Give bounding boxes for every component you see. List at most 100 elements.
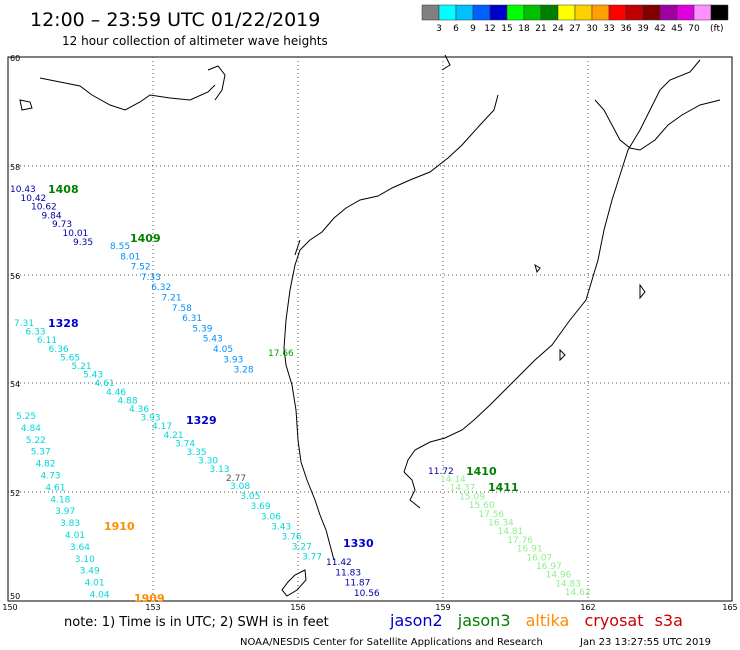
wave-height-label: 9.84 — [42, 211, 62, 221]
wave-height-label: 4.61 — [95, 379, 115, 389]
wave-height-label: 10.01 — [63, 229, 89, 239]
wave-height-label: 4.17 — [152, 422, 172, 432]
wave-height-label: 2.77 — [226, 474, 246, 484]
wave-height-label: 3.08 — [230, 482, 250, 492]
wave-height-label: 9.73 — [52, 220, 72, 230]
legend-swatch — [540, 4, 559, 21]
legend-label: 39 — [637, 24, 649, 34]
wave-height-label: 5.43 — [83, 371, 103, 381]
legend-label: 24 — [552, 24, 564, 34]
wave-height-label: 16.07 — [526, 553, 552, 563]
wave-height-label: 5.25 — [16, 412, 36, 422]
wave-height-label: 4.61 — [45, 483, 65, 493]
color-legend: 3 6 9 12 15 18 21 24 27 30 33 36 39 42 45 70 (ft) — [421, 4, 729, 34]
wave-height-label: 11.72 — [428, 467, 454, 477]
wave-height-label: 6.11 — [37, 336, 57, 346]
legend-unit: (ft) — [710, 24, 724, 34]
wave-height-label: 3.93 — [223, 355, 243, 365]
wave-height-label: 4.88 — [118, 396, 138, 406]
wave-height-label: 4.05 — [213, 345, 233, 355]
wave-height-label: 10.56 — [354, 589, 380, 599]
legend-swatch — [489, 4, 508, 21]
wave-height-label: 5.43 — [203, 335, 223, 345]
map-subtitle: 12 hour collection of altimeter wave hei… — [62, 34, 328, 48]
satellite-legend: jason2 jason3 altika cryosat s3a — [389, 611, 683, 630]
pass-number-label: 1328 — [48, 317, 79, 330]
wave-height-label: 4.36 — [129, 405, 149, 415]
wave-height-label: 8.55 — [110, 242, 130, 252]
legend-label: 9 — [470, 24, 476, 34]
wave-height-label: 4.82 — [36, 460, 56, 470]
lon-tick-label: 165 — [722, 603, 737, 612]
wave-height-label: 4.73 — [41, 472, 61, 482]
wave-height-label: 14.96 — [546, 571, 572, 581]
lat-tick-label: 52 — [10, 489, 20, 498]
map-frame — [7, 56, 733, 602]
wave-height-label: 4.21 — [164, 431, 184, 441]
wave-height-label: 14.14 — [440, 475, 466, 485]
legend-label: 3 — [436, 24, 442, 34]
wave-height-label: 10.43 — [10, 185, 36, 195]
wave-height-label: 3.64 — [70, 543, 90, 553]
legend-swatch — [591, 4, 610, 21]
legend-swatch — [472, 4, 491, 21]
wave-height-label: 11.42 — [326, 558, 352, 568]
pass-number-label: 1329 — [186, 414, 217, 427]
pass-number-label: 1330 — [343, 537, 374, 550]
legend-swatch — [438, 4, 457, 21]
wave-height-label: 17.56 — [478, 510, 504, 520]
coastline — [19, 54, 721, 597]
wave-height-label: 8.01 — [120, 252, 140, 262]
wave-height-label: 4.01 — [85, 579, 105, 589]
wave-height-label: 6.32 — [151, 283, 171, 293]
wave-height-label: 5.21 — [72, 362, 92, 372]
wave-height-label: 15.09 — [459, 492, 485, 502]
wave-height-label: 11.87 — [345, 579, 371, 589]
satellite-name: cryosat — [584, 611, 643, 630]
wave-height-label: 3.97 — [55, 507, 75, 517]
legend-label: 27 — [569, 24, 580, 34]
satellite-name: jason3 — [457, 611, 511, 630]
legend-label: 70 — [688, 24, 700, 34]
credit-text: NOAA/NESDIS Center for Satellite Applica… — [240, 637, 543, 648]
legend-swatch — [642, 4, 661, 21]
legend-swatch — [455, 4, 474, 21]
pass-number-label: 1909 — [134, 592, 165, 605]
wave-height-label: 3.93 — [141, 414, 161, 424]
wave-height-label: 7.58 — [172, 304, 192, 314]
legend-swatch — [625, 4, 644, 21]
wave-height-label: 7.33 — [141, 273, 161, 283]
lon-tick-label: 156 — [290, 603, 305, 612]
wave-height-label: 5.65 — [60, 353, 80, 363]
pass-number-label: 1910 — [104, 520, 135, 533]
legend-swatch — [557, 4, 576, 21]
wave-height-label: 3.76 — [282, 533, 302, 543]
legend-label: 45 — [671, 24, 682, 34]
wave-height-label: 3.06 — [261, 512, 281, 522]
legend-label: 36 — [620, 24, 632, 34]
wave-height-label: 11.83 — [335, 568, 361, 578]
legend-swatch — [506, 4, 525, 21]
wave-height-label: 5.39 — [192, 324, 212, 334]
wave-height-label: 4.84 — [21, 424, 41, 434]
wave-height-label: 3.69 — [251, 502, 271, 512]
wave-height-label: 16.97 — [536, 562, 562, 572]
wave-height-label: 3.74 — [175, 439, 195, 449]
longitude-axis: 150 153 156 159 162 165 — [2, 603, 737, 612]
wave-height-label: 16.91 — [517, 545, 543, 555]
wave-height-label: 5.22 — [26, 436, 46, 446]
wave-height-label: 3.28 — [234, 366, 254, 376]
wave-height-label: 3.05 — [240, 492, 260, 502]
satellite-name: jason2 — [389, 611, 443, 630]
legend-swatch — [574, 4, 593, 21]
legend-swatch — [693, 4, 712, 21]
wave-height-label: 17.76 — [507, 536, 533, 546]
wave-height-label: 6.36 — [49, 345, 69, 355]
lat-tick-label: 56 — [10, 272, 20, 281]
lon-tick-label: 159 — [435, 603, 450, 612]
wave-height-label: 4.18 — [50, 495, 70, 505]
wave-height-label: 3.49 — [80, 567, 100, 577]
wave-height-label: 7.21 — [162, 294, 182, 304]
